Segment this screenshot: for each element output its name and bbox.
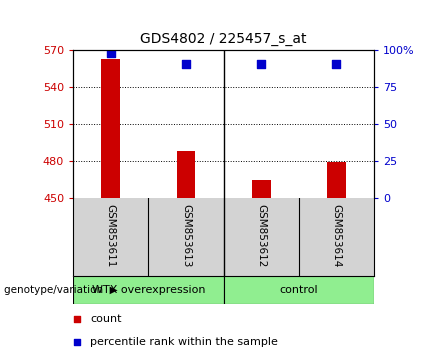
Bar [327, 162, 346, 198]
Text: count: count [90, 314, 122, 324]
Text: WTX overexpression: WTX overexpression [92, 285, 205, 295]
Point [74, 339, 81, 345]
Bar [252, 180, 270, 198]
Text: genotype/variation  ▶: genotype/variation ▶ [4, 285, 118, 295]
Point [108, 50, 114, 55]
Point [333, 62, 340, 67]
Bar [73, 276, 224, 304]
Bar [101, 59, 120, 198]
Text: GSM853611: GSM853611 [106, 205, 116, 268]
Bar [224, 276, 374, 304]
Point [74, 316, 81, 321]
Text: GSM853612: GSM853612 [256, 205, 266, 268]
Point [258, 62, 265, 67]
Text: percentile rank within the sample: percentile rank within the sample [90, 337, 278, 347]
Text: GSM853613: GSM853613 [181, 205, 191, 268]
Text: control: control [280, 285, 318, 295]
Text: GSM853614: GSM853614 [332, 205, 341, 268]
Bar [177, 151, 195, 198]
Title: GDS4802 / 225457_s_at: GDS4802 / 225457_s_at [140, 32, 307, 46]
Point [183, 62, 190, 67]
